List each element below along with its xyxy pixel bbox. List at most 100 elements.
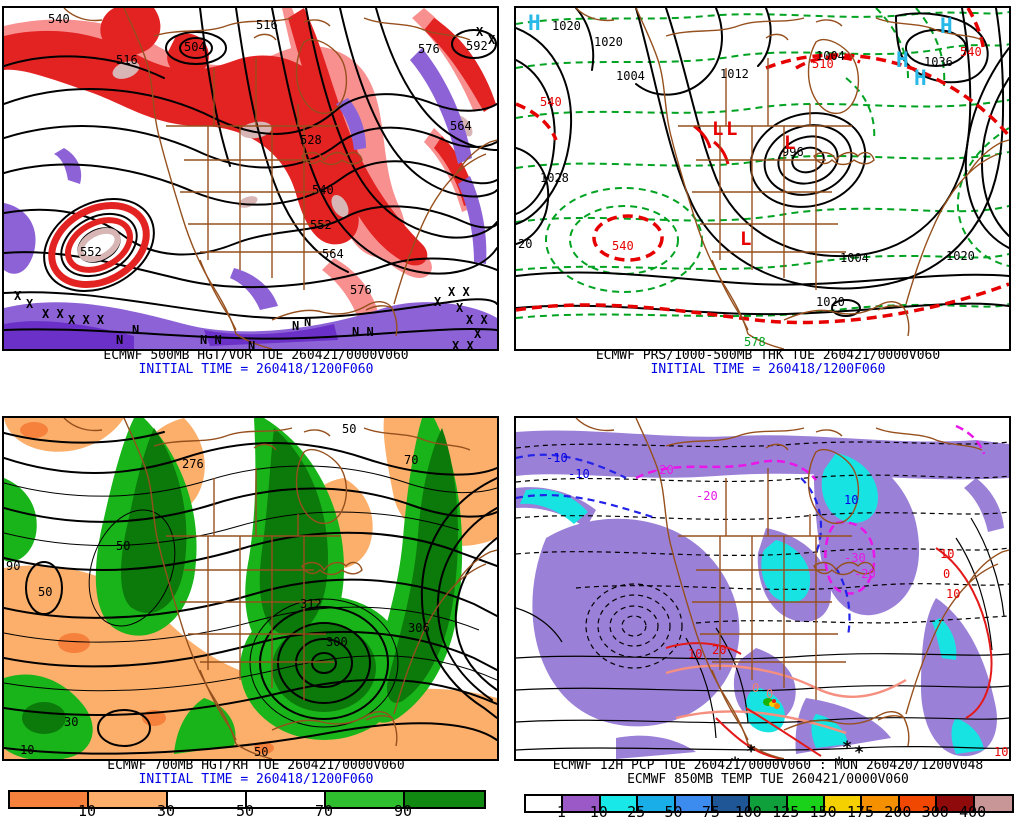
contour-label: 1036 [924,55,953,69]
map-marker: X [476,25,484,39]
contour-label: 1004 [840,251,869,265]
colorbar-segment [638,796,676,811]
contour-label: -30 [844,551,866,565]
colorbar-tick-label: 50 [235,802,255,819]
colorbar-segment [937,796,975,811]
contour-label: 50 [116,539,131,553]
contour-label: 70 [404,453,419,467]
colorbar-segment [600,796,639,811]
contour-label: 10 [994,745,1009,759]
rh-colorbar-labels: 10 30 50 70 90 [8,802,482,819]
map-marker: H [940,14,953,38]
map-marker: L [726,118,738,140]
map-marker: L [740,228,752,250]
contour-label: 50 [342,422,357,436]
pcp-colorbar [524,794,1014,813]
colorbar-segment [750,796,788,811]
map-marker: N N [352,325,374,339]
map-marker: L [712,118,724,140]
colorbar-tick-label: 300 [921,803,949,819]
panel-prs-thk: 1020 1020 1004 1012 1004 1036 996 1028 20 1004 102… [512,0,1024,410]
contour-label: 540 [960,45,982,59]
colorbar-tick-label: 10 [77,802,97,819]
contour-art-700mb [4,418,497,759]
contour-label: 0 [943,567,951,581]
map-500mb: 540 516 504 516 576 592 564 552 528 540 552 564 576 X… [2,6,499,351]
contour-label: 1020 [552,19,581,33]
colorbar-tick-label: 125 [772,803,800,819]
contour-label: 10 [940,547,955,561]
colorbar-segment [246,792,326,807]
contour-label: 510 [812,57,834,71]
map-marker: N [116,333,124,347]
colorbar-tick-label: 25 [627,803,646,819]
colorbar-segment [10,792,89,807]
caption-850temp-title: ECMWF 850MB TEMP TUE 260421/0000V060 [627,772,909,787]
map-marker: X [474,327,482,341]
map-marker: * [746,742,757,761]
map-marker: X X X [68,313,105,327]
contour-label: 20 [518,237,533,251]
map-marker: L [784,132,796,154]
contour-label: 528 [300,133,322,147]
colorbar-segment [675,796,713,811]
map-marker: N [132,323,140,337]
colorbar-tick-label: 30 [156,802,176,819]
contour-label: 50 [254,745,269,759]
map-marker: * [842,738,853,758]
contour-label: 552 [310,218,332,232]
colorbar-tick-label: 400 [959,803,987,819]
map-marker: * [834,756,844,760]
colorbar-tick-label: 70 [314,802,334,819]
colorbar-tick-label: 75 [701,803,720,819]
colorbar-tick-label: 1 [556,803,566,819]
map-marker: H [896,48,909,72]
map-marker: N [292,319,300,333]
contour-label: 0 [766,687,774,701]
contour-label: -10 [568,467,590,481]
map-marker: * [854,743,865,761]
colorbar-tick-label: 10 [589,803,608,819]
colorbar-tick-label: 50 [664,803,683,819]
colorbar-segment [899,796,938,811]
contour-art-prs [516,8,1009,349]
contour-label: 312 [300,597,322,611]
contour-label: 1020 [816,295,845,309]
colorbar-tick-label: 100 [734,803,762,819]
colorbar-tick-label: 150 [809,803,837,819]
map-marker: X X [466,313,488,327]
contour-label: 10 [20,743,35,757]
contour-label: -20 [854,567,876,581]
contour-label: 50 [38,585,53,599]
map-marker: X [456,301,464,315]
contour-label: 516 [256,18,278,32]
label-layer-700mb: 276 50 70 90 50 50 10 300 306 312 30 50 [4,418,497,759]
contour-label: 540 [312,183,334,197]
colorbar-segment [862,796,900,811]
contour-label: 564 [322,247,344,261]
colorbar-segment [325,792,405,807]
contour-label: 540 [48,12,70,26]
contour-label: 90 [6,559,21,573]
colorbar-segment [404,792,484,807]
colorbar-segment [974,796,1012,811]
contour-label: 564 [450,119,472,133]
contour-label: 20 [712,643,727,657]
map-marker: X X [448,285,470,299]
map-marker: X [14,289,22,303]
caption-700mb-inittime: INITIAL TIME = 260418/1200F060 [138,772,374,787]
map-marker: X [488,33,496,47]
rh-colorbar [8,790,486,809]
colorbar-segment [167,792,247,807]
contour-label: 0 [752,681,760,695]
contour-art-pcp [516,418,1009,759]
caption-prs-inittime: INITIAL TIME = 260418/1200F060 [650,362,886,377]
map-marker: H [528,11,541,35]
map-marker: N [248,339,256,351]
caption-pcp-title: ECMWF 12H PCP TUE 260421/0000V060 : MON … [552,758,984,773]
contour-label: 540 [612,239,634,253]
caption-700mb-title: ECMWF 700MB HGT/RH TUE 260421/0000V060 [107,758,405,773]
contour-label: 996 [782,145,804,159]
